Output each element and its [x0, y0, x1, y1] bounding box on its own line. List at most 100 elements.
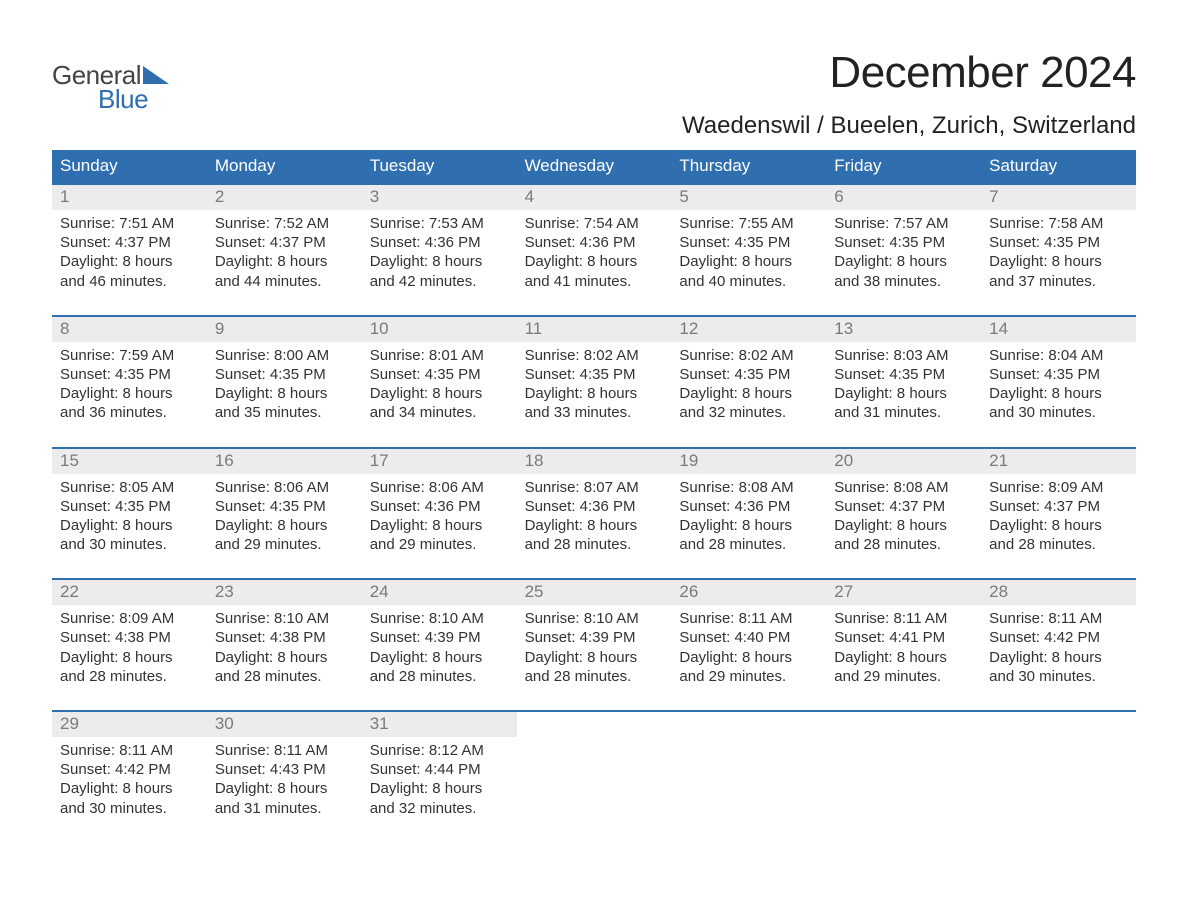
- daylight-line-2: and 33 minutes.: [525, 403, 664, 422]
- day-number: 16: [207, 449, 362, 474]
- sunset-line: Sunset: 4:37 PM: [60, 233, 199, 252]
- sunset-line: Sunset: 4:35 PM: [60, 497, 199, 516]
- sunset-line: Sunset: 4:41 PM: [834, 628, 973, 647]
- sunrise-line: Sunrise: 8:01 AM: [370, 346, 509, 365]
- day-number: 12: [671, 317, 826, 342]
- calendar-day: 7Sunrise: 7:58 AMSunset: 4:35 PMDaylight…: [981, 185, 1136, 315]
- sunset-line: Sunset: 4:35 PM: [215, 497, 354, 516]
- calendar-week: 1Sunrise: 7:51 AMSunset: 4:37 PMDaylight…: [52, 183, 1136, 315]
- daylight-line-2: and 40 minutes.: [679, 272, 818, 291]
- day-number: 26: [671, 580, 826, 605]
- calendar-day: 13Sunrise: 8:03 AMSunset: 4:35 PMDayligh…: [826, 317, 981, 447]
- daylight-line-2: and 31 minutes.: [215, 799, 354, 818]
- sunset-line: Sunset: 4:36 PM: [370, 233, 509, 252]
- sunset-line: Sunset: 4:35 PM: [834, 233, 973, 252]
- sunset-line: Sunset: 4:38 PM: [215, 628, 354, 647]
- sunset-line: Sunset: 4:42 PM: [60, 760, 199, 779]
- daylight-line-2: and 32 minutes.: [679, 403, 818, 422]
- day-details: Sunrise: 8:11 AMSunset: 4:41 PMDaylight:…: [826, 605, 981, 686]
- daylight-line-1: Daylight: 8 hours: [370, 779, 509, 798]
- day-number: 8: [52, 317, 207, 342]
- sunrise-line: Sunrise: 8:08 AM: [834, 478, 973, 497]
- calendar-day: 19Sunrise: 8:08 AMSunset: 4:36 PMDayligh…: [671, 449, 826, 579]
- day-details: Sunrise: 8:03 AMSunset: 4:35 PMDaylight:…: [826, 342, 981, 423]
- day-number: 4: [517, 185, 672, 210]
- daylight-line-2: and 29 minutes.: [834, 667, 973, 686]
- calendar-day: 24Sunrise: 8:10 AMSunset: 4:39 PMDayligh…: [362, 580, 517, 710]
- page-title: December 2024: [682, 48, 1136, 98]
- sunset-line: Sunset: 4:35 PM: [60, 365, 199, 384]
- day-number: 3: [362, 185, 517, 210]
- sunrise-line: Sunrise: 7:51 AM: [60, 214, 199, 233]
- calendar-day: 28Sunrise: 8:11 AMSunset: 4:42 PMDayligh…: [981, 580, 1136, 710]
- sunrise-line: Sunrise: 8:03 AM: [834, 346, 973, 365]
- calendar-day: 17Sunrise: 8:06 AMSunset: 4:36 PMDayligh…: [362, 449, 517, 579]
- daylight-line-2: and 30 minutes.: [60, 535, 199, 554]
- weekday-label: Saturday: [981, 150, 1136, 183]
- daylight-line-1: Daylight: 8 hours: [370, 516, 509, 535]
- sunset-line: Sunset: 4:37 PM: [989, 497, 1128, 516]
- day-details: Sunrise: 7:54 AMSunset: 4:36 PMDaylight:…: [517, 210, 672, 291]
- sunrise-line: Sunrise: 8:11 AM: [834, 609, 973, 628]
- day-number: 23: [207, 580, 362, 605]
- daylight-line-2: and 42 minutes.: [370, 272, 509, 291]
- sunrise-line: Sunrise: 8:11 AM: [679, 609, 818, 628]
- calendar-day: .: [826, 712, 981, 842]
- sunset-line: Sunset: 4:39 PM: [525, 628, 664, 647]
- calendar-day: 3Sunrise: 7:53 AMSunset: 4:36 PMDaylight…: [362, 185, 517, 315]
- sunrise-line: Sunrise: 8:05 AM: [60, 478, 199, 497]
- sunrise-line: Sunrise: 7:55 AM: [679, 214, 818, 233]
- daylight-line-1: Daylight: 8 hours: [679, 516, 818, 535]
- daylight-line-1: Daylight: 8 hours: [679, 384, 818, 403]
- daylight-line-1: Daylight: 8 hours: [215, 648, 354, 667]
- sunrise-line: Sunrise: 8:07 AM: [525, 478, 664, 497]
- sunrise-line: Sunrise: 8:09 AM: [989, 478, 1128, 497]
- daylight-line-1: Daylight: 8 hours: [525, 516, 664, 535]
- calendar: Sunday Monday Tuesday Wednesday Thursday…: [52, 150, 1136, 842]
- day-number: 28: [981, 580, 1136, 605]
- daylight-line-1: Daylight: 8 hours: [834, 252, 973, 271]
- day-details: Sunrise: 8:11 AMSunset: 4:43 PMDaylight:…: [207, 737, 362, 818]
- daylight-line-2: and 28 minutes.: [215, 667, 354, 686]
- day-details: Sunrise: 8:10 AMSunset: 4:39 PMDaylight:…: [517, 605, 672, 686]
- weekday-label: Thursday: [671, 150, 826, 183]
- sunset-line: Sunset: 4:44 PM: [370, 760, 509, 779]
- day-number: 25: [517, 580, 672, 605]
- sunset-line: Sunset: 4:36 PM: [679, 497, 818, 516]
- day-number: 11: [517, 317, 672, 342]
- day-details: Sunrise: 8:10 AMSunset: 4:38 PMDaylight:…: [207, 605, 362, 686]
- daylight-line-1: Daylight: 8 hours: [989, 384, 1128, 403]
- daylight-line-2: and 28 minutes.: [679, 535, 818, 554]
- calendar-day: 22Sunrise: 8:09 AMSunset: 4:38 PMDayligh…: [52, 580, 207, 710]
- daylight-line-2: and 35 minutes.: [215, 403, 354, 422]
- day-details: Sunrise: 7:57 AMSunset: 4:35 PMDaylight:…: [826, 210, 981, 291]
- day-number: 29: [52, 712, 207, 737]
- sunset-line: Sunset: 4:35 PM: [679, 365, 818, 384]
- daylight-line-1: Daylight: 8 hours: [679, 252, 818, 271]
- daylight-line-1: Daylight: 8 hours: [989, 648, 1128, 667]
- sunrise-line: Sunrise: 8:11 AM: [989, 609, 1128, 628]
- weekday-label: Sunday: [52, 150, 207, 183]
- sunrise-line: Sunrise: 8:02 AM: [525, 346, 664, 365]
- daylight-line-2: and 36 minutes.: [60, 403, 199, 422]
- brand-logo: General Blue: [52, 48, 169, 112]
- calendar-week: 29Sunrise: 8:11 AMSunset: 4:42 PMDayligh…: [52, 710, 1136, 842]
- header-row: General Blue December 2024 Waedenswil / …: [52, 48, 1136, 140]
- day-number: 31: [362, 712, 517, 737]
- daylight-line-2: and 34 minutes.: [370, 403, 509, 422]
- sunrise-line: Sunrise: 8:08 AM: [679, 478, 818, 497]
- day-details: Sunrise: 8:11 AMSunset: 4:42 PMDaylight:…: [981, 605, 1136, 686]
- sunrise-line: Sunrise: 8:02 AM: [679, 346, 818, 365]
- calendar-day: 6Sunrise: 7:57 AMSunset: 4:35 PMDaylight…: [826, 185, 981, 315]
- sunset-line: Sunset: 4:36 PM: [525, 497, 664, 516]
- day-details: Sunrise: 8:11 AMSunset: 4:42 PMDaylight:…: [52, 737, 207, 818]
- daylight-line-1: Daylight: 8 hours: [834, 648, 973, 667]
- weekday-header: Sunday Monday Tuesday Wednesday Thursday…: [52, 150, 1136, 183]
- sunset-line: Sunset: 4:35 PM: [989, 233, 1128, 252]
- calendar-day: 18Sunrise: 8:07 AMSunset: 4:36 PMDayligh…: [517, 449, 672, 579]
- daylight-line-2: and 37 minutes.: [989, 272, 1128, 291]
- day-number: 20: [826, 449, 981, 474]
- brand-triangle-icon: [143, 64, 169, 84]
- day-number: 2: [207, 185, 362, 210]
- day-details: Sunrise: 8:08 AMSunset: 4:37 PMDaylight:…: [826, 474, 981, 555]
